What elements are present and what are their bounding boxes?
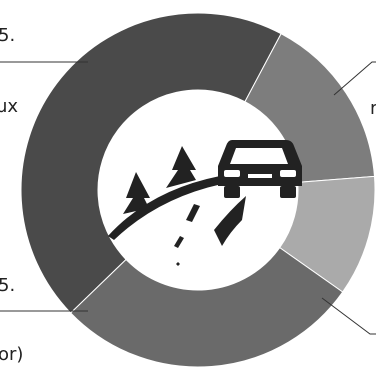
leader-line-bottom-right bbox=[321, 297, 376, 335]
label-left-middle: ux bbox=[0, 96, 18, 117]
label-top-right: m bbox=[370, 98, 376, 119]
leader-line-top-right bbox=[333, 61, 376, 96]
donut-slice-4 bbox=[69, 246, 344, 367]
car-skidding-on-road-icon bbox=[108, 140, 302, 266]
label-bottom-left: 5. bbox=[0, 275, 15, 296]
label-top-left: 5. bbox=[0, 25, 15, 46]
leader-lines bbox=[0, 61, 376, 335]
donut-slices bbox=[20, 12, 376, 367]
donut-slice-1 bbox=[20, 12, 282, 314]
label-bottom-left-2: or) bbox=[0, 344, 23, 365]
